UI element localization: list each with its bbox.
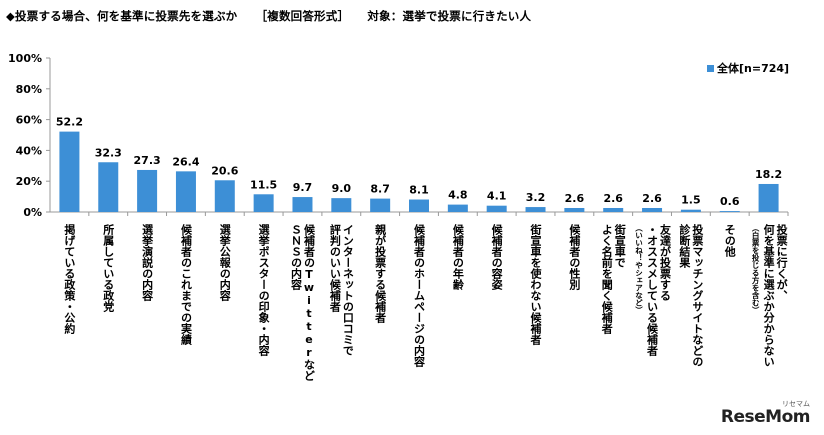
category-label: 親が投票する候補者 bbox=[374, 223, 388, 324]
logo-text: ReseMom bbox=[720, 407, 811, 427]
bar bbox=[370, 198, 391, 212]
category-label: 街宣車を使わない候補者 bbox=[529, 223, 543, 346]
value-label: 9.7 bbox=[293, 181, 313, 194]
y-tick-label: 100% bbox=[8, 52, 42, 65]
y-tick-label: 0% bbox=[23, 206, 42, 219]
bar bbox=[409, 199, 429, 212]
category-label: 友達が投票する bbox=[659, 223, 672, 302]
bar bbox=[331, 198, 352, 212]
resemom-logo: リセマム ReseMom bbox=[720, 400, 811, 427]
value-label: 26.4 bbox=[172, 155, 199, 168]
legend-label: 全体[n=724] bbox=[716, 61, 789, 75]
category-label: 投票に行くが、 bbox=[775, 223, 789, 301]
category-label: ＳＮＳの内容 bbox=[289, 224, 303, 291]
category-label: 候補者のホームページの内容 bbox=[413, 223, 427, 368]
value-label: 2.6 bbox=[565, 192, 585, 205]
bar bbox=[137, 169, 158, 212]
category-label: よく名前を聞く候補者 bbox=[600, 224, 614, 335]
value-label: 32.3 bbox=[95, 146, 122, 159]
category-label: 選挙公報の内容 bbox=[218, 224, 232, 302]
bar bbox=[642, 207, 663, 212]
bar bbox=[253, 194, 274, 212]
category-label: 候補者の年齢 bbox=[451, 223, 465, 291]
value-label: 2.6 bbox=[603, 192, 623, 205]
bar bbox=[680, 209, 701, 212]
value-label: 0.6 bbox=[720, 195, 740, 208]
bar bbox=[175, 171, 196, 212]
category-label: 評判のいい候補者 bbox=[328, 223, 342, 313]
category-label: 候補者のこれまでの実績 bbox=[179, 223, 193, 346]
legend-swatch bbox=[707, 65, 714, 72]
value-label: 52.2 bbox=[56, 116, 83, 129]
bar bbox=[525, 207, 546, 212]
category-label: 選挙ポスターの印象・内容 bbox=[257, 224, 271, 357]
value-label: 18.2 bbox=[755, 168, 782, 181]
category-label: 候補者のTwitterなど bbox=[302, 223, 316, 381]
category-label: 選挙演説の内容 bbox=[141, 224, 155, 302]
y-tick-label: 40% bbox=[16, 144, 42, 157]
title-target: 対象：選挙で投票に行きたい人 bbox=[367, 9, 532, 23]
category-label: 投票マッチングサイトなどの bbox=[691, 223, 704, 367]
logo-sub: リセマム bbox=[782, 400, 810, 408]
chart-title: ◆投票する場合、何を基準に投票先を選ぶか ［複数回答形式］ 対象：選挙で投票に行… bbox=[6, 8, 545, 24]
bar bbox=[603, 207, 624, 212]
value-label: 9.0 bbox=[332, 182, 352, 195]
category-label: （白票を投じる方を含む） bbox=[751, 224, 760, 314]
category-label: その他 bbox=[723, 224, 737, 258]
bar bbox=[758, 183, 779, 212]
category-label: インターネットの口コミで bbox=[341, 224, 354, 356]
category-label: 掲げている政策・公約 bbox=[63, 223, 77, 335]
bar bbox=[719, 211, 740, 212]
bar bbox=[59, 131, 80, 212]
category-label: ・オススメしている候補者 bbox=[646, 224, 660, 357]
value-label: 2.6 bbox=[642, 192, 662, 205]
bar bbox=[292, 197, 313, 212]
value-label: 4.1 bbox=[487, 190, 507, 203]
y-tick-label: 20% bbox=[16, 175, 42, 188]
title-question: ◆投票する場合、何を基準に投票先を選ぶか bbox=[6, 9, 238, 23]
title-format: ［複数回答形式］ bbox=[255, 9, 350, 23]
category-label: 何を基準に選ぶか分からない bbox=[762, 223, 776, 367]
value-label: 3.2 bbox=[526, 191, 546, 204]
category-label: 候補者の容姿 bbox=[490, 223, 504, 291]
category-label: 街宣車で bbox=[613, 223, 627, 268]
value-label: 1.5 bbox=[681, 194, 701, 207]
bar bbox=[486, 205, 507, 212]
y-tick-label: 80% bbox=[16, 83, 42, 96]
bar bbox=[564, 207, 585, 212]
category-label: 診断結果 bbox=[678, 223, 692, 269]
bar bbox=[214, 180, 235, 212]
bar bbox=[98, 162, 119, 212]
category-label: （いいね！やシェアなど） bbox=[634, 224, 643, 314]
value-label: 27.3 bbox=[134, 154, 161, 167]
value-label: 8.1 bbox=[409, 184, 429, 197]
y-tick-label: 60% bbox=[16, 114, 42, 127]
bar bbox=[447, 204, 468, 212]
category-label: 候補者の性別 bbox=[568, 223, 582, 291]
value-label: 4.8 bbox=[448, 189, 468, 202]
value-label: 8.7 bbox=[370, 183, 390, 196]
category-label: 所属している政党 bbox=[102, 223, 115, 313]
value-label: 20.6 bbox=[211, 164, 238, 177]
value-label: 11.5 bbox=[250, 178, 277, 191]
